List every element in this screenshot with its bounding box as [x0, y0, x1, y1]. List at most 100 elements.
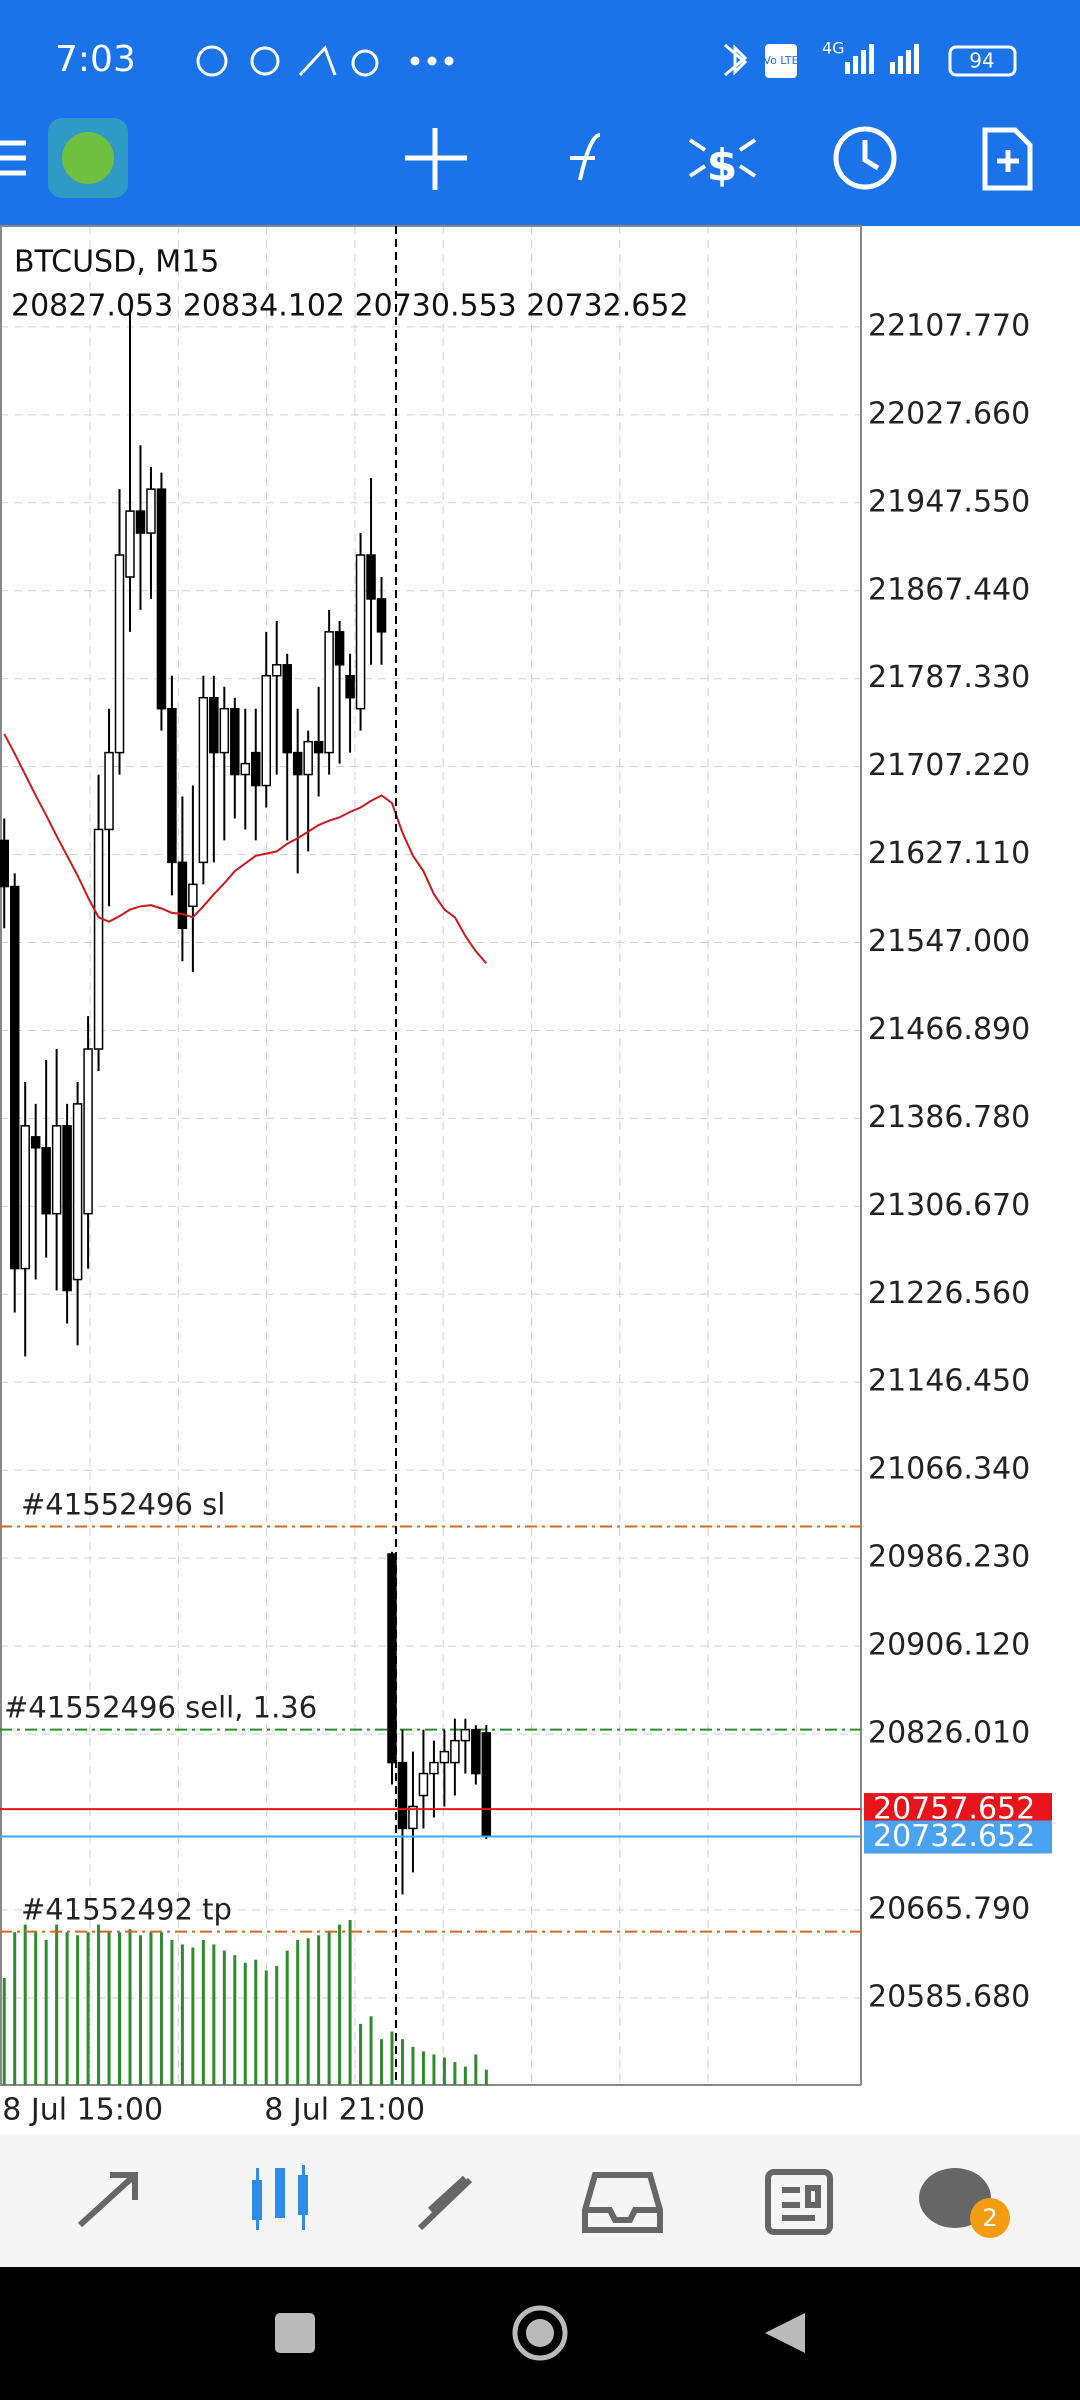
volume-bar — [65, 1932, 69, 2085]
candle-body — [167, 707, 177, 864]
home-button[interactable] — [512, 2305, 568, 2361]
trade-icon-arrows — [688, 138, 757, 178]
candle-body — [146, 488, 156, 534]
candle-body — [481, 1732, 492, 1838]
candle-body — [83, 1048, 93, 1215]
y-tick-label: 21066.340 — [868, 1452, 1030, 1487]
candle-body — [104, 751, 114, 831]
bid-box — [864, 1820, 1052, 1854]
volume-bar — [212, 1944, 216, 2085]
candle-body — [376, 598, 387, 633]
app-logo-mark — [62, 132, 114, 184]
x-tick-label: 8 Jul 15:00 — [2, 2093, 163, 2128]
nav-icons[interactable] — [77, 2169, 833, 2235]
bid-label: 20732.652 — [873, 1819, 1035, 1854]
y-tick-label: 21146.450 — [868, 1364, 1030, 1399]
candle-body — [41, 1147, 51, 1215]
candle-body — [334, 631, 345, 666]
candle-body — [282, 664, 292, 754]
volume-bar — [2, 1978, 6, 2085]
volume-bar — [97, 1924, 101, 2085]
candle-body — [0, 839, 9, 888]
volume-bar — [317, 1935, 321, 2085]
volume-bar — [138, 1935, 142, 2085]
candle-body — [355, 554, 366, 710]
chat-badge-count: 2 — [982, 2204, 997, 2232]
y-tick-label: 21547.000 — [868, 924, 1030, 959]
volume-bar — [421, 2051, 425, 2085]
signal — [845, 44, 919, 74]
candle-body — [93, 828, 104, 1050]
volume-bar — [327, 1932, 331, 2085]
volume-bar — [44, 1939, 48, 2085]
volume-bar — [338, 1924, 342, 2085]
battery-level: 94 — [969, 49, 994, 73]
volume-bar — [55, 1924, 59, 2085]
moving-average — [3, 733, 488, 965]
volte-icon — [765, 44, 797, 78]
toolbar[interactable] — [0, 126, 1033, 191]
volume-bar — [400, 2039, 404, 2085]
candle-body — [471, 1728, 481, 1775]
y-tick-label: 20665.790 — [868, 1891, 1030, 1926]
volume-bar — [380, 2039, 384, 2085]
candle-body — [209, 696, 219, 754]
volume-bar — [23, 1924, 27, 2085]
trade-icon[interactable]: $ — [707, 140, 738, 191]
order-label: #41552492 tp — [21, 1893, 232, 1927]
chat-badge — [970, 2198, 1010, 2238]
chart-title: BTCUSD, M15 — [14, 245, 219, 280]
volume-bar — [463, 2066, 467, 2085]
recents-button[interactable] — [275, 2313, 315, 2353]
home-dot — [526, 2319, 554, 2347]
candle-body — [429, 1761, 439, 1775]
volume-bar — [432, 2054, 436, 2085]
y-tick-label: 21466.890 — [868, 1012, 1030, 1047]
candle-body — [62, 1125, 72, 1292]
y-tick-label: 21947.550 — [868, 484, 1030, 519]
volume-bar — [233, 1955, 237, 2085]
volume-bar — [107, 1932, 111, 2085]
candle-body — [313, 740, 324, 754]
candle-body — [303, 740, 313, 776]
candle-body — [366, 554, 376, 600]
candle-body — [261, 675, 271, 787]
candle-body — [418, 1772, 429, 1797]
chart: 22107.770 22027.660 21947.550 21867.440 2178… — [0, 225, 1052, 2128]
volume-bar — [86, 1932, 90, 2085]
volume-bar — [13, 1932, 17, 2085]
y-tick-label: 21306.670 — [868, 1188, 1030, 1223]
candle-body — [450, 1739, 460, 1764]
volume-bar — [159, 1932, 163, 2085]
y-tick-label: 20826.010 — [868, 1716, 1030, 1751]
y-tick-label: 21707.220 — [868, 748, 1030, 783]
volte-label: Vo LTE — [763, 54, 798, 67]
chart-nav-icon[interactable] — [252, 2165, 308, 2230]
back-button[interactable] — [765, 2313, 805, 2353]
volume-bar — [149, 1932, 153, 2085]
volume-bar — [191, 1947, 195, 2085]
candle-body — [408, 1805, 418, 1830]
candle-body — [292, 751, 303, 776]
volume-bar — [442, 2057, 446, 2085]
bottom-nav — [0, 2134, 1080, 2267]
volume-bar — [348, 1920, 352, 2085]
y-tick-label: 20585.680 — [868, 1979, 1030, 2014]
volume-bar — [275, 1965, 279, 2085]
candle-body — [177, 861, 188, 930]
volume-bar — [306, 1938, 310, 2085]
order-label: #41552496 sl — [21, 1488, 225, 1522]
volume-bar — [170, 1939, 174, 2085]
volume-bar — [34, 1932, 38, 2085]
volume-bar — [76, 1935, 80, 2085]
y-tick-label: 22027.660 — [868, 396, 1030, 431]
candle-body — [30, 1136, 41, 1149]
y-tick-label: 21226.560 — [868, 1276, 1030, 1311]
candle-body — [125, 510, 135, 578]
candle-body — [20, 1125, 30, 1270]
y-tick-label: 20906.120 — [868, 1628, 1030, 1663]
y-tick-label: 21627.110 — [868, 836, 1030, 871]
volume-bar — [243, 1962, 247, 2085]
ohlc-readout: 20827.053 20834.102 20730.553 20732.652 — [11, 289, 689, 324]
